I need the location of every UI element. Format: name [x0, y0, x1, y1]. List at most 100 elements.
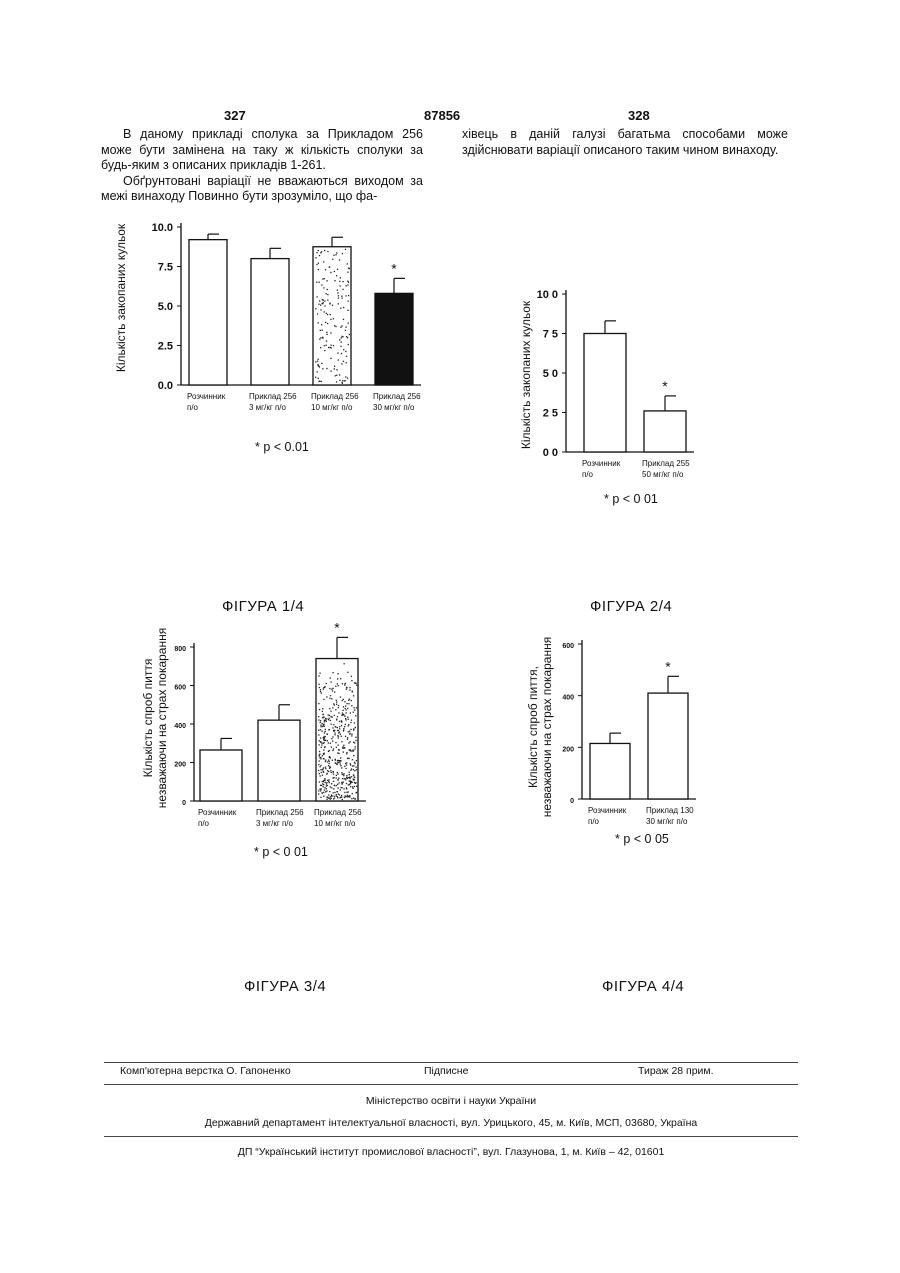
speckle-dot — [337, 791, 338, 792]
speckle-dot — [330, 770, 331, 771]
speckle-dot — [333, 345, 334, 346]
speckle-dot — [318, 359, 319, 360]
bar — [189, 240, 227, 385]
speckle-dot — [342, 253, 343, 254]
x-category-label: Приклад 256 — [314, 808, 362, 817]
speckle-dot — [337, 784, 338, 785]
speckle-dot — [350, 783, 351, 784]
speckle-dot — [337, 752, 338, 753]
speckle-dot — [348, 322, 349, 323]
bar — [258, 720, 300, 801]
speckle-dot — [327, 289, 328, 290]
speckle-dot — [321, 303, 322, 304]
bar — [590, 743, 630, 799]
speckle-dot — [340, 757, 341, 758]
speckle-dot — [336, 704, 337, 705]
speckle-dot — [335, 742, 336, 743]
speckle-dot — [341, 353, 342, 354]
speckle-dot — [350, 786, 351, 787]
speckle-dot — [319, 673, 320, 674]
x-category-sublabel: 3 мг/кг п/о — [256, 819, 294, 828]
speckle-dot — [346, 356, 347, 357]
speckle-dot — [347, 263, 348, 264]
speckle-dot — [322, 786, 323, 787]
figure-3: Кількість спроб питтянезважаючи на страх… — [138, 615, 398, 865]
speckle-dot — [347, 778, 348, 779]
speckle-dot — [329, 267, 330, 268]
speckle-dot — [354, 763, 355, 764]
figure-3-chart: Кількість спроб питтянезважаючи на страх… — [138, 615, 398, 840]
speckle-dot — [319, 773, 320, 774]
speckle-dot — [317, 364, 318, 365]
figure-2-chart: Кількість закопаних кульок0 02 55 07 510… — [518, 280, 738, 485]
speckle-dot — [349, 730, 350, 731]
significance-star: * — [334, 619, 340, 635]
speckle-dot — [343, 745, 344, 746]
speckle-dot — [323, 767, 324, 768]
speckle-dot — [323, 724, 324, 725]
speckle-dot — [350, 777, 351, 778]
speckle-dot — [323, 771, 324, 772]
x-category-label: Приклад 255 — [642, 459, 690, 468]
speckle-dot — [322, 278, 323, 279]
speckle-dot — [343, 751, 344, 752]
speckle-dot — [330, 724, 331, 725]
speckle-dot — [348, 282, 349, 283]
speckle-dot — [351, 719, 352, 720]
speckle-dot — [352, 786, 353, 787]
speckle-dot — [336, 794, 337, 795]
speckle-dot — [319, 753, 320, 754]
speckle-dot — [353, 774, 354, 775]
y-axis-title: Кількість спроб питтянезважаючи на страх… — [141, 628, 169, 808]
footer-department: Державний департамент інтелектуальної вл… — [104, 1117, 798, 1129]
speckle-dot — [338, 705, 339, 706]
speckle-dot — [323, 795, 324, 796]
speckle-dot — [335, 326, 336, 327]
speckle-dot — [351, 676, 352, 677]
speckle-dot — [355, 767, 356, 768]
speckle-dot — [347, 672, 348, 673]
speckle-dot — [336, 252, 337, 253]
speckle-dot — [322, 714, 323, 715]
speckle-dot — [321, 381, 322, 382]
speckle-dot — [331, 698, 332, 699]
speckle-dot — [323, 781, 324, 782]
speckle-dot — [338, 793, 339, 794]
speckle-dot — [335, 709, 336, 710]
speckle-dot — [318, 378, 319, 379]
speckle-dot — [341, 736, 342, 737]
speckle-dot — [353, 712, 354, 713]
right-paragraph-1: хівець в даній галузі багатьма способами… — [462, 127, 788, 158]
speckle-dot — [330, 695, 331, 696]
speckle-dot — [356, 707, 357, 708]
speckle-dot — [337, 727, 338, 728]
speckle-dot — [318, 734, 319, 735]
speckle-dot — [355, 746, 356, 747]
speckle-dot — [321, 692, 322, 693]
speckle-dot — [324, 742, 325, 743]
speckle-dot — [343, 781, 344, 782]
speckle-dot — [338, 782, 339, 783]
speckle-dot — [347, 272, 348, 273]
speckle-dot — [319, 760, 320, 761]
speckle-dot — [323, 738, 324, 739]
speckle-dot — [319, 255, 320, 256]
speckle-dot — [345, 285, 346, 286]
speckle-dot — [333, 777, 334, 778]
speckle-dot — [330, 319, 331, 320]
x-category-label: Приклад 256 — [311, 392, 359, 401]
speckle-dot — [350, 770, 351, 771]
speckle-dot — [333, 798, 334, 799]
speckle-dot — [336, 381, 337, 382]
speckle-dot — [331, 738, 332, 739]
speckle-dot — [342, 281, 343, 282]
speckle-dot — [356, 760, 357, 761]
speckle-dot — [338, 732, 339, 733]
speckle-dot — [353, 729, 354, 730]
speckle-dot — [339, 721, 340, 722]
footer-circulation: Тираж 28 прим. — [638, 1065, 714, 1077]
y-axis-title-line-1: Кількість спроб пиття, — [526, 666, 540, 788]
speckle-dot — [334, 704, 335, 705]
speckle-dot — [326, 799, 327, 800]
speckle-dot — [332, 259, 333, 260]
